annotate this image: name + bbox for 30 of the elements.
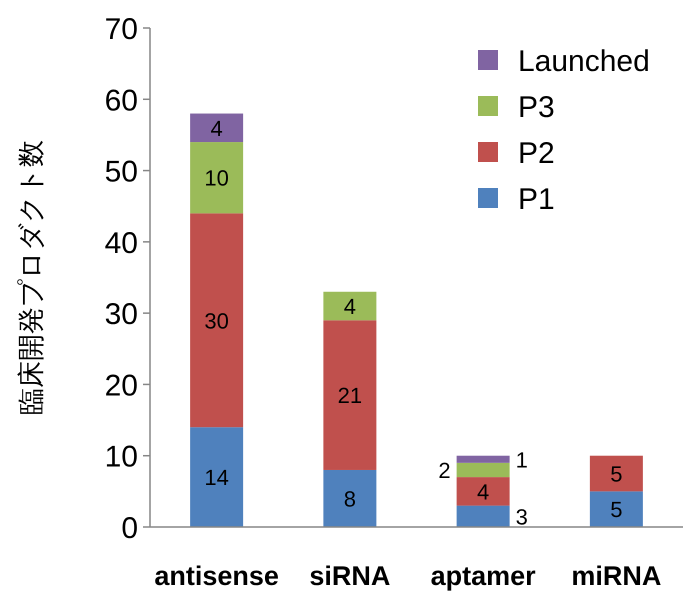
y-tick-label: 30 bbox=[104, 298, 138, 332]
label: 10 bbox=[204, 166, 229, 191]
x-tick-label: siRNA bbox=[309, 561, 390, 591]
label: 5 bbox=[610, 497, 622, 522]
legend-label: P3 bbox=[518, 91, 555, 124]
label: 8 bbox=[344, 486, 356, 512]
label: 14 bbox=[204, 465, 229, 490]
y-tick-label: 0 bbox=[121, 512, 138, 545]
label: 2 bbox=[438, 458, 451, 483]
x-tick-label: miRNA bbox=[571, 561, 662, 591]
y-tick-label: 70 bbox=[104, 13, 138, 46]
label: 1 bbox=[516, 447, 528, 472]
y-tick-label: 40 bbox=[104, 226, 138, 260]
y-tick-label: 10 bbox=[104, 440, 138, 474]
label: 30 bbox=[204, 308, 229, 334]
label: 4 bbox=[210, 116, 223, 141]
label: 4 bbox=[344, 294, 356, 320]
y-axis-title: 臨床開発プロダクト数 bbox=[16, 140, 46, 415]
y-tick-label: 60 bbox=[104, 84, 138, 118]
label: 3 bbox=[516, 504, 528, 530]
y-tick-label: 20 bbox=[104, 369, 138, 402]
label: 4 bbox=[477, 479, 490, 504]
y-tick-label: 50 bbox=[104, 156, 138, 189]
legend-label: Launched bbox=[518, 45, 650, 78]
legend-label: P1 bbox=[518, 183, 555, 216]
x-tick-label: antisense bbox=[154, 561, 279, 591]
label: 21 bbox=[338, 383, 362, 408]
legend-label: P2 bbox=[518, 137, 555, 170]
x-tick-label: aptamer bbox=[430, 561, 536, 591]
label: 5 bbox=[610, 462, 622, 487]
